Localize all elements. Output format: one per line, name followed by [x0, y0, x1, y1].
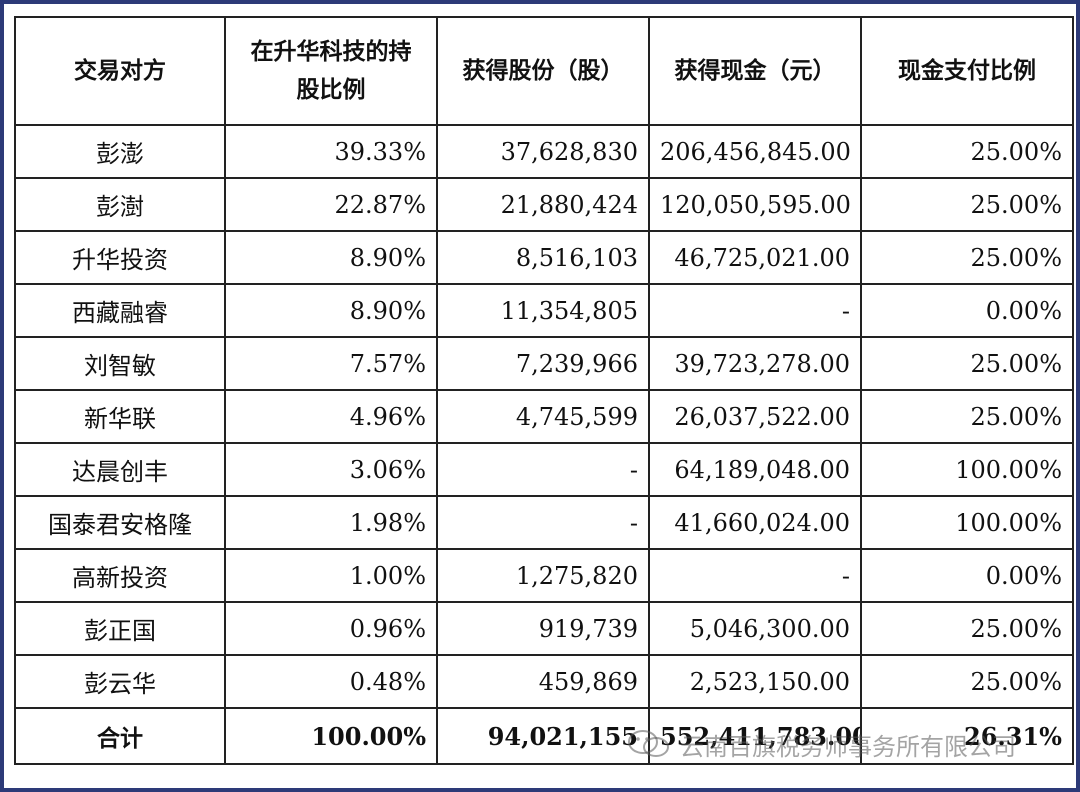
header-counterparty: 交易对方 — [14, 16, 226, 126]
cell-shares: 4,745,599 — [436, 389, 650, 444]
cell-cash: 39,723,278.00 — [648, 336, 862, 391]
table-row: 彭正国 0.96% 919,739 5,046,300.00 25.00% — [14, 601, 1074, 656]
cell-cash: 41,660,024.00 — [648, 495, 862, 550]
cell-cash-ratio: 25.00% — [860, 336, 1074, 391]
cell-shares: 8,516,103 — [436, 230, 650, 285]
cell-cash: 2,523,150.00 — [648, 654, 862, 709]
table-row: 彭澍 22.87% 21,880,424 120,050,595.00 25.00% — [14, 177, 1074, 232]
header-cash-payment-ratio: 现金支付比例 — [860, 16, 1074, 126]
cell-cash-ratio: 0.00% — [860, 283, 1074, 338]
table-row: 国泰君安格隆 1.98% -41,660,024.00 100.00% — [14, 495, 1074, 550]
table-row: 升华投资 8.90% 8,516,103 46,725,021.00 25.00% — [14, 230, 1074, 285]
header-cash-received: 获得现金（元） — [648, 16, 862, 126]
cell-shares: - — [436, 495, 650, 550]
transaction-table: 交易对方 在升华科技的持股比例 获得股份（股） 获得现金（元） 现金支付比例 彭… — [14, 16, 1074, 765]
cell-holding-ratio: 1.98% — [224, 495, 438, 550]
table-row: 新华联 4.96% 4,745,599 26,037,522.00 25.00% — [14, 389, 1074, 444]
cell-counterparty: 彭澍 — [14, 177, 226, 232]
table-row: 刘智敏 7.57% 7,239,966 39,723,278.00 25.00% — [14, 336, 1074, 391]
cell-counterparty: 达晨创丰 — [14, 442, 226, 497]
cell-shares: 459,869 — [436, 654, 650, 709]
cell-shares: 1,275,820 — [436, 548, 650, 603]
cell-shares: 919,739 — [436, 601, 650, 656]
cell-holding-ratio: 0.96% — [224, 601, 438, 656]
cell-cash: - — [648, 283, 862, 338]
cell-cash: 26,037,522.00 — [648, 389, 862, 444]
cell-cash: 46,725,021.00 — [648, 230, 862, 285]
cell-holding-ratio: 1.00% — [224, 548, 438, 603]
table-row: 达晨创丰 3.06% -64,189,048.00 100.00% — [14, 442, 1074, 497]
cell-shares: 37,628,830 — [436, 124, 650, 179]
cell-shares: 21,880,424 — [436, 177, 650, 232]
table-header: 交易对方 在升华科技的持股比例 获得股份（股） 获得现金（元） 现金支付比例 — [14, 16, 1074, 126]
cell-holding-ratio: 7.57% — [224, 336, 438, 391]
cell-holding-ratio: 8.90% — [224, 230, 438, 285]
table-row: 高新投资 1.00% 1,275,820-0.00% — [14, 548, 1074, 603]
cell-cash: 64,189,048.00 — [648, 442, 862, 497]
cell-cash-ratio: 25.00% — [860, 124, 1074, 179]
cell-counterparty: 彭澎 — [14, 124, 226, 179]
table-row: 西藏融睿 8.90% 11,354,805-0.00% — [14, 283, 1074, 338]
cell-counterparty: 彭云华 — [14, 654, 226, 709]
cell-cash-ratio: 0.00% — [860, 548, 1074, 603]
cell-shares: 94,021,155 — [436, 707, 650, 765]
cell-shares: 7,239,966 — [436, 336, 650, 391]
table-row: 彭云华 0.48% 459,869 2,523,150.00 25.00% — [14, 654, 1074, 709]
cell-shares: 11,354,805 — [436, 283, 650, 338]
cell-holding-ratio: 22.87% — [224, 177, 438, 232]
cell-counterparty: 国泰君安格隆 — [14, 495, 226, 550]
cell-holding-ratio: 100.00% — [224, 707, 438, 765]
cell-cash: 206,456,845.00 — [648, 124, 862, 179]
cell-holding-ratio: 4.96% — [224, 389, 438, 444]
cell-cash: 120,050,595.00 — [648, 177, 862, 232]
cell-shares: - — [436, 442, 650, 497]
table-body: 彭澎 39.33% 37,628,830 206,456,845.00 25.00% 彭澍… — [14, 124, 1074, 765]
cell-cash-ratio: 25.00% — [860, 389, 1074, 444]
cell-cash: - — [648, 548, 862, 603]
cell-counterparty: 彭正国 — [14, 601, 226, 656]
cell-cash-ratio: 100.00% — [860, 442, 1074, 497]
cell-holding-ratio: 39.33% — [224, 124, 438, 179]
cell-counterparty: 升华投资 — [14, 230, 226, 285]
cell-counterparty: 合计 — [14, 707, 226, 765]
cell-cash-ratio: 25.00% — [860, 177, 1074, 232]
header-holding-ratio: 在升华科技的持股比例 — [224, 16, 438, 126]
cell-cash: 5,046,300.00 — [648, 601, 862, 656]
cell-cash-ratio: 25.00% — [860, 230, 1074, 285]
cell-cash-ratio: 25.00% — [860, 601, 1074, 656]
header-row: 交易对方 在升华科技的持股比例 获得股份（股） 获得现金（元） 现金支付比例 — [14, 16, 1074, 126]
total-row: 合计 100.00% 94,021,155 552,411,783.00 26.31% — [14, 707, 1074, 765]
table-row: 彭澎 39.33% 37,628,830 206,456,845.00 25.00% — [14, 124, 1074, 179]
cell-cash-ratio: 25.00% — [860, 654, 1074, 709]
cell-counterparty: 新华联 — [14, 389, 226, 444]
cell-cash-ratio: 100.00% — [860, 495, 1074, 550]
cell-counterparty: 西藏融睿 — [14, 283, 226, 338]
cell-holding-ratio: 0.48% — [224, 654, 438, 709]
cell-cash-ratio: 26.31% — [860, 707, 1074, 765]
cell-holding-ratio: 8.90% — [224, 283, 438, 338]
cell-cash: 552,411,783.00 — [648, 707, 862, 765]
cell-holding-ratio: 3.06% — [224, 442, 438, 497]
header-shares-received: 获得股份（股） — [436, 16, 650, 126]
cell-counterparty: 刘智敏 — [14, 336, 226, 391]
cell-counterparty: 高新投资 — [14, 548, 226, 603]
